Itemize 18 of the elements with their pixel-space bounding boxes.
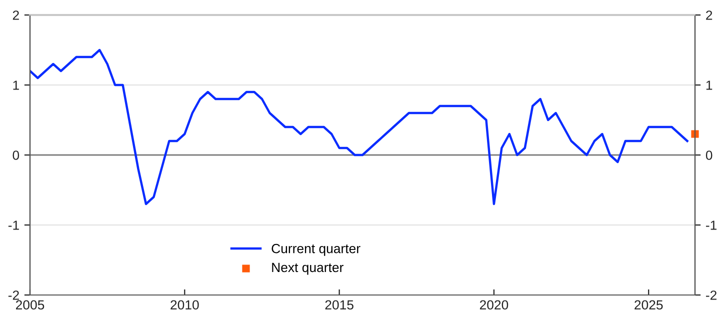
y2-tick-label: -1 <box>706 220 717 230</box>
y-tick-label: 1 <box>13 80 19 90</box>
y-tick-label: 2 <box>12 10 19 20</box>
y2-tick-label: 1 <box>706 80 712 90</box>
legend-label: Current quarter <box>272 244 360 256</box>
legend-label: Next quarter <box>272 262 344 275</box>
x-tick-label: 2025 <box>634 300 663 310</box>
x-tick-label: 2020 <box>480 300 508 310</box>
x-tick-label: 2015 <box>325 300 354 310</box>
x-tick-label: 2005 <box>16 300 44 310</box>
y2-tick-label: -2 <box>706 290 716 300</box>
y-tick-label: -2 <box>8 290 19 300</box>
y-tick-label: 0 <box>12 150 20 160</box>
y-tick-label: -1 <box>8 220 19 230</box>
y2-tick-label: 0 <box>706 150 712 160</box>
line-series <box>30 48 688 206</box>
x-tick-label: 2010 <box>170 300 199 310</box>
y2-tick-label: 2 <box>706 10 712 20</box>
